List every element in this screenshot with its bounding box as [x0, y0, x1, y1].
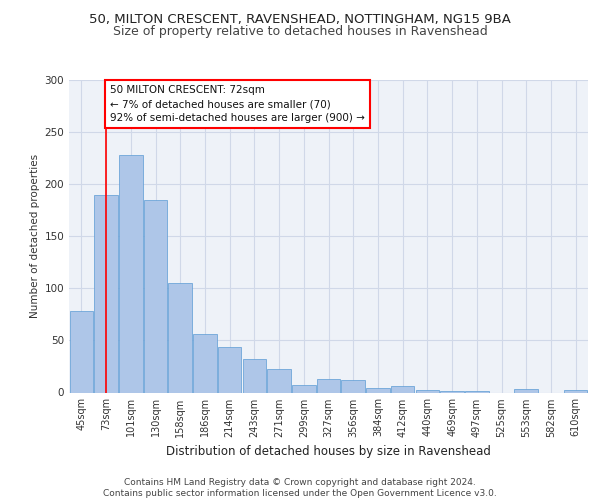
Bar: [391, 386, 415, 392]
Bar: [70, 311, 93, 392]
Text: 50, MILTON CRESCENT, RAVENSHEAD, NOTTINGHAM, NG15 9BA: 50, MILTON CRESCENT, RAVENSHEAD, NOTTING…: [89, 12, 511, 26]
Bar: [242, 359, 266, 392]
Bar: [292, 385, 316, 392]
Bar: [193, 334, 217, 392]
Bar: [144, 200, 167, 392]
Bar: [366, 388, 389, 392]
Bar: [119, 155, 143, 392]
Y-axis label: Number of detached properties: Number of detached properties: [30, 154, 40, 318]
Text: 50 MILTON CRESCENT: 72sqm
← 7% of detached houses are smaller (70)
92% of semi-d: 50 MILTON CRESCENT: 72sqm ← 7% of detach…: [110, 85, 365, 123]
Text: Size of property relative to detached houses in Ravenshead: Size of property relative to detached ho…: [113, 25, 487, 38]
Bar: [514, 390, 538, 392]
Bar: [416, 390, 439, 392]
Bar: [218, 346, 241, 393]
Text: Contains HM Land Registry data © Crown copyright and database right 2024.
Contai: Contains HM Land Registry data © Crown c…: [103, 478, 497, 498]
Bar: [169, 283, 192, 393]
X-axis label: Distribution of detached houses by size in Ravenshead: Distribution of detached houses by size …: [166, 445, 491, 458]
Bar: [564, 390, 587, 392]
Bar: [94, 194, 118, 392]
Bar: [317, 379, 340, 392]
Bar: [268, 368, 291, 392]
Bar: [341, 380, 365, 392]
